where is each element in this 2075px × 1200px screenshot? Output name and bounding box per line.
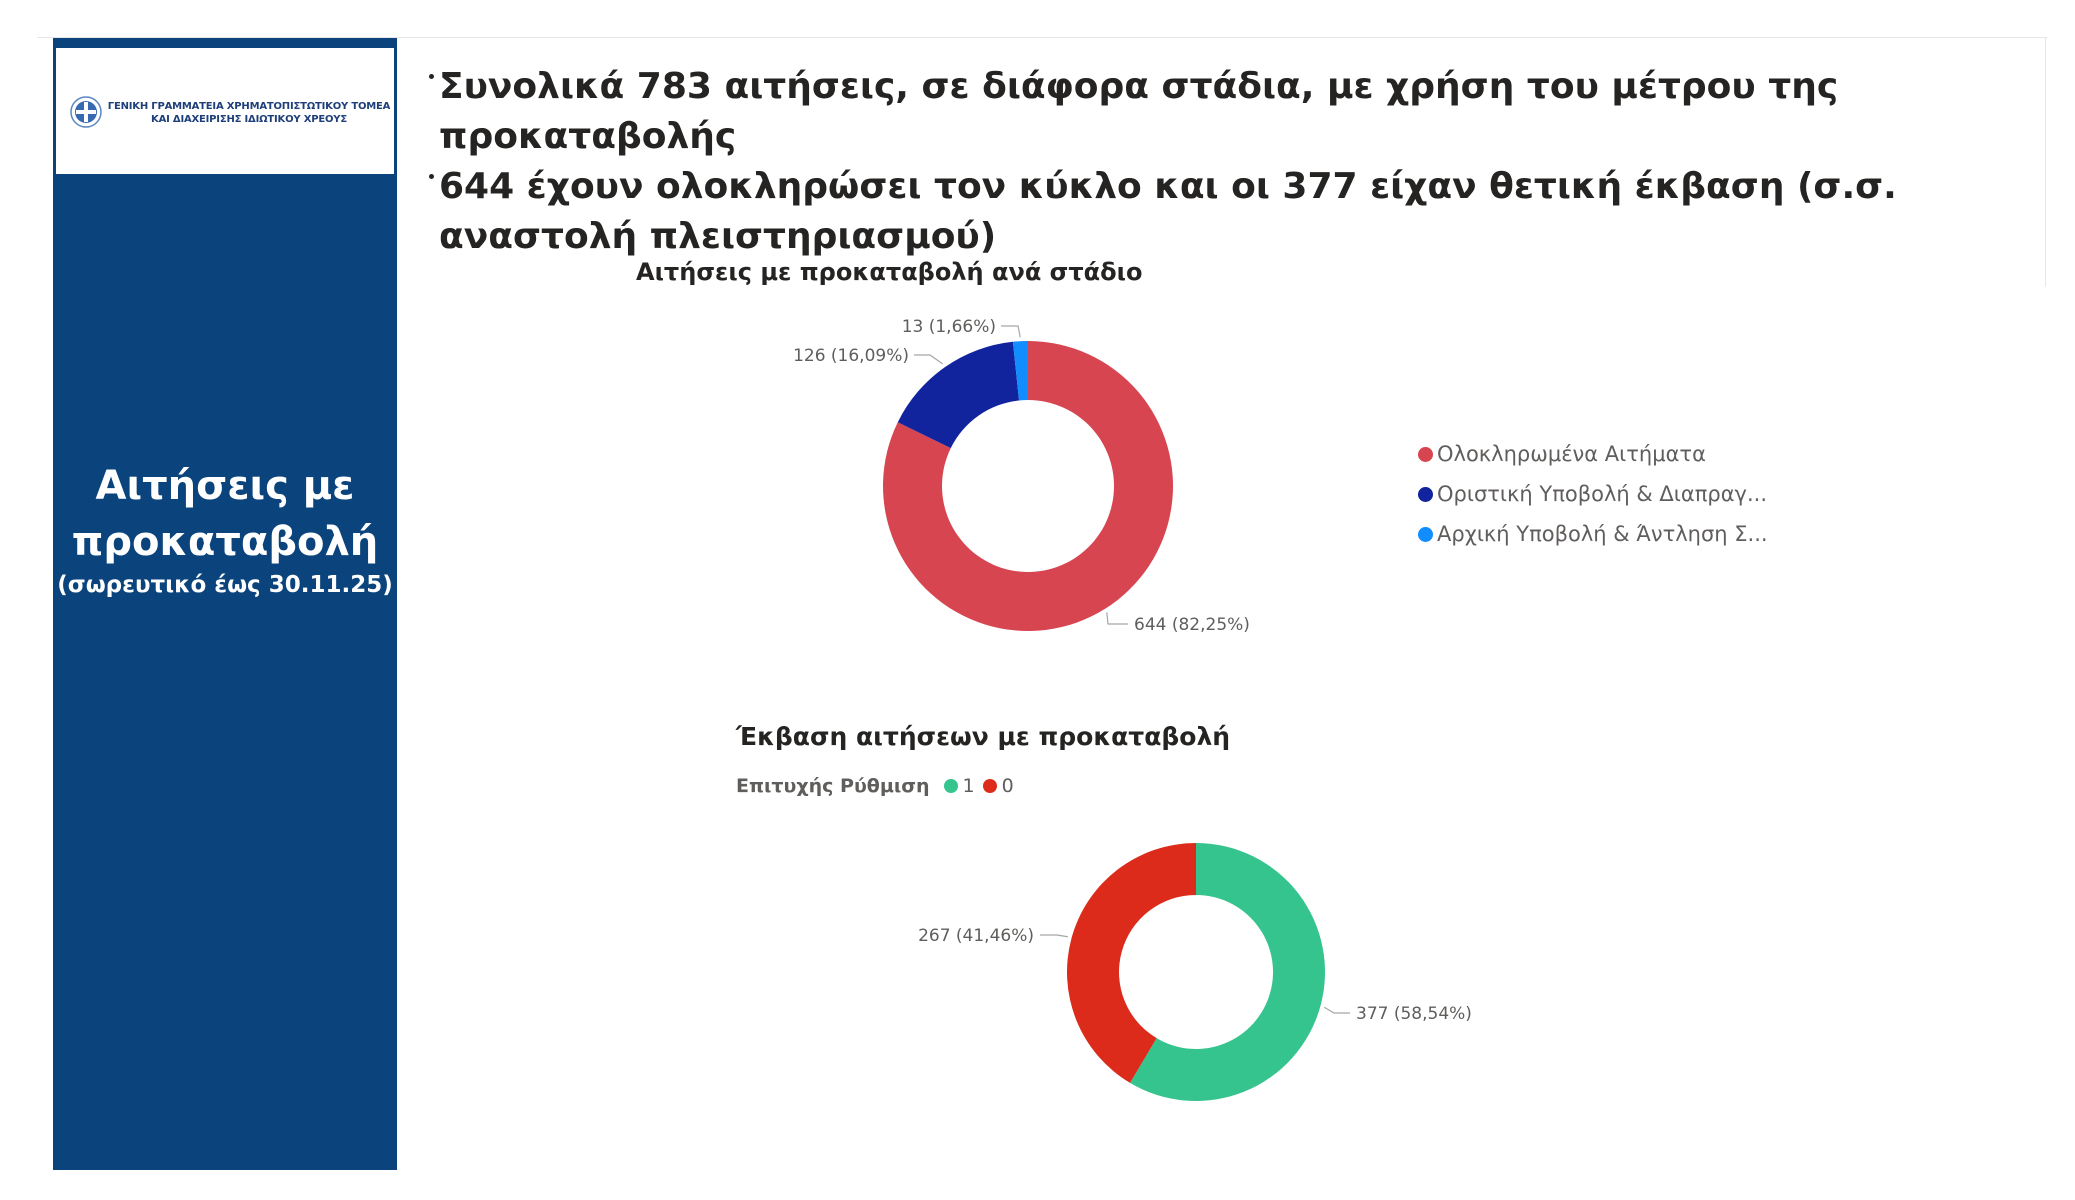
chart2-legend-label: 0 <box>1001 775 1014 797</box>
headline: Συνολικά 783 αιτήσεις, σε διάφορα στάδια… <box>425 62 2045 262</box>
chart1-legend: Ολοκληρωμένα Αιτήματα Οριστική Υποβολή &… <box>1418 434 1776 554</box>
chart1-slice[interactable] <box>883 341 1174 632</box>
chart2-leader-line <box>1040 934 1068 938</box>
chart2-data-label: 377 (58,54%) <box>1356 1004 1472 1024</box>
chart1-legend-label: Αρχική Υποβολή & Άντληση Σ... <box>1437 522 1768 546</box>
frame-right-line <box>2045 37 2046 287</box>
legend-dot-icon <box>1418 446 1433 462</box>
chart1-slice[interactable] <box>897 341 1020 449</box>
chart2-legend-title: Επιτυχής Ρύθμιση <box>736 775 930 797</box>
chart1-leader-line <box>1001 325 1021 338</box>
chart2-legend-item[interactable]: 0 <box>982 775 1014 797</box>
chart1-data-label: 644 (82,25%) <box>1134 615 1250 635</box>
sidebar-title-line2: προκαταβολή <box>71 519 379 565</box>
legend-dot-icon <box>982 779 997 793</box>
legend-dot-icon <box>1418 486 1433 502</box>
sidebar: ΓΕΝΙΚΗ ΓΡΑΜΜΑΤΕΙΑ ΧΡΗΜΑΤΟΠΙΣΤΩΤΙΚΟΥ ΤΟΜΕ… <box>53 38 397 1170</box>
chart1-title: Αιτήσεις με προκαταβολή ανά στάδιο <box>636 258 1143 286</box>
logo-text-line2: ΚΑΙ ΔΙΑΧΕΙΡΙΣΗΣ ΙΔΙΩΤΙΚΟΥ ΧΡΕΟΥΣ <box>151 114 347 125</box>
frame-top-line <box>37 37 2047 38</box>
bullet-dot-icon <box>429 174 434 179</box>
legend-dot-icon <box>1418 526 1433 542</box>
chart2-slice[interactable] <box>1130 843 1325 1101</box>
chart1-legend-item[interactable]: Αρχική Υποβολή & Άντληση Σ... <box>1418 514 1768 554</box>
chart2-leader-line <box>1323 1006 1350 1014</box>
chart2-title: Έκβαση αιτήσεων με προκαταβολή <box>736 722 1231 751</box>
chart1-legend-label: Οριστική Υποβολή & Διαπραγ... <box>1437 482 1768 506</box>
logo-box: ΓΕΝΙΚΗ ΓΡΑΜΜΑΤΕΙΑ ΧΡΗΜΑΤΟΠΙΣΤΩΤΙΚΟΥ ΤΟΜΕ… <box>56 48 394 174</box>
chart1-leader-line <box>914 354 944 365</box>
chart1-leader-line <box>1106 612 1128 625</box>
sidebar-subtitle: (σωρευτικό έως 30.11.25) <box>57 572 393 598</box>
logo-text-line1: ΓΕΝΙΚΗ ΓΡΑΜΜΑΤΕΙΑ ΧΡΗΜΑΤΟΠΙΣΤΩΤΙΚΟΥ ΤΟΜΕ… <box>107 101 391 112</box>
legend-dot-icon <box>943 779 958 793</box>
headline-bullet-1-text: Συνολικά 783 αιτήσεις, σε διάφορα στάδια… <box>439 66 1839 157</box>
headline-bullet-1: Συνολικά 783 αιτήσεις, σε διάφορα στάδια… <box>425 62 2045 162</box>
chart2-data-label: 267 (41,46%) <box>918 926 1034 946</box>
bullet-dot-icon <box>429 74 434 79</box>
chart1-data-label: 126 (16,09%) <box>793 346 909 366</box>
greek-emblem-icon <box>70 96 102 128</box>
chart1-data-label: 13 (1,66%) <box>902 317 996 337</box>
chart2-legend-label: 1 <box>962 775 975 797</box>
chart2-legend-item[interactable]: 1 <box>943 775 975 797</box>
chart1-legend-item[interactable]: Ολοκληρωμένα Αιτήματα <box>1418 434 1768 474</box>
chart2-legend: Επιτυχής Ρύθμιση 1 0 <box>736 775 1022 797</box>
headline-bullet-2: 644 έχουν ολοκληρώσει τον κύκλο και οι 3… <box>425 162 2045 262</box>
headline-bullet-2-text: 644 έχουν ολοκληρώσει τον κύκλο και οι 3… <box>439 166 1897 257</box>
sidebar-title-line1: Αιτήσεις με <box>95 463 355 509</box>
chart1-legend-item[interactable]: Οριστική Υποβολή & Διαπραγ... <box>1418 474 1768 514</box>
chart1-legend-label: Ολοκληρωμένα Αιτήματα <box>1437 442 1706 466</box>
chart1-slice[interactable] <box>1012 341 1028 401</box>
logo-text: ΓΕΝΙΚΗ ΓΡΑΜΜΑΤΕΙΑ ΧΡΗΜΑΤΟΠΙΣΤΩΤΙΚΟΥ ΤΟΜΕ… <box>104 100 394 126</box>
sidebar-title: Αιτήσεις με προκαταβολή <box>53 458 397 570</box>
chart2-slice[interactable] <box>1067 843 1196 1083</box>
